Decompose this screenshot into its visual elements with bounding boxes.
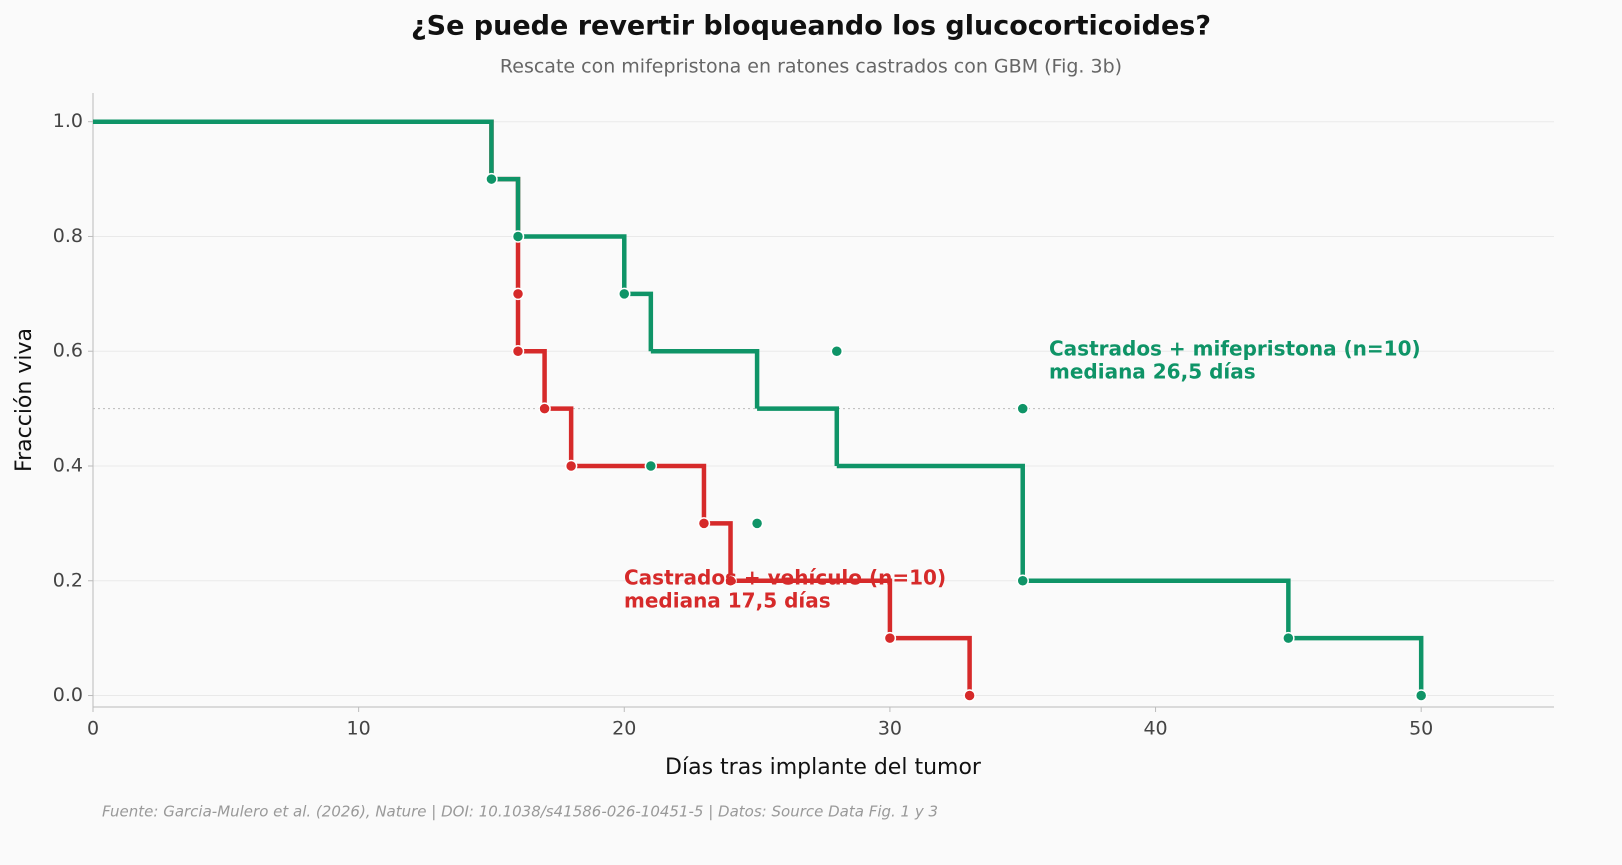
event-marker — [511, 287, 525, 301]
survival-step — [1288, 635, 1424, 696]
survival-step — [518, 234, 627, 294]
survival-step — [1022, 578, 1291, 639]
survival-step — [544, 406, 574, 466]
y-tick-label: 0.0 — [53, 684, 83, 706]
event-marker — [750, 517, 764, 530]
annotation: mediana 17,5 días — [624, 589, 831, 613]
x-tick-label: 0 — [87, 718, 99, 740]
footer: Fuente: Garcia-Mulero et al. (2026), Nat… — [102, 803, 938, 821]
y-tick-label: 1.0 — [53, 110, 83, 132]
y-tick-label: 0.8 — [53, 225, 83, 247]
event-marker — [724, 574, 737, 588]
y-axis-label: Fracción viva — [12, 328, 37, 472]
event-marker — [1414, 689, 1428, 702]
x-tick-label: 20 — [612, 718, 636, 740]
event-marker — [697, 517, 711, 530]
survival-step — [757, 406, 840, 466]
x-tick-label: 50 — [1409, 718, 1433, 740]
x-tick-label: 30 — [878, 718, 902, 740]
y-tick-label: 0.4 — [53, 454, 83, 476]
annotation: mediana 26,5 días — [1049, 360, 1256, 384]
event-marker — [830, 344, 844, 358]
event-marker — [485, 172, 498, 186]
event-marker — [511, 344, 525, 358]
event-marker — [963, 689, 976, 702]
event-marker — [538, 402, 551, 415]
survival-step — [650, 348, 760, 409]
x-tick-label: 40 — [1143, 718, 1167, 740]
chart-title: ¿Se puede revertir bloqueando los glucoc… — [411, 11, 1211, 42]
x-tick-label: 10 — [347, 718, 371, 740]
survival-step — [730, 578, 893, 639]
survival-step — [624, 291, 654, 352]
annotation: Castrados + mifepristona (n=10) — [1049, 337, 1421, 361]
survival-step — [93, 119, 494, 180]
y-tick-label: 0.2 — [53, 569, 83, 591]
survival-step — [571, 463, 707, 524]
event-marker — [1282, 631, 1295, 645]
event-marker — [644, 459, 658, 473]
event-marker — [1016, 574, 1029, 588]
event-marker — [564, 459, 578, 473]
event-marker — [1016, 402, 1029, 415]
chart-subtitle: Rescate con mifepristona en ratones cast… — [500, 56, 1122, 78]
survival-step — [703, 521, 733, 581]
survival-step — [491, 176, 521, 237]
survival-step — [889, 635, 972, 696]
survival-step — [518, 348, 547, 409]
event-marker — [883, 631, 897, 645]
x-axis-label: Días tras implante del tumor — [665, 755, 982, 780]
y-tick-label: 0.6 — [53, 340, 83, 362]
survival-step — [836, 463, 1025, 581]
event-marker — [618, 287, 631, 301]
event-marker — [511, 230, 525, 243]
annotation: Castrados + vehículo (n=10) — [624, 566, 946, 590]
